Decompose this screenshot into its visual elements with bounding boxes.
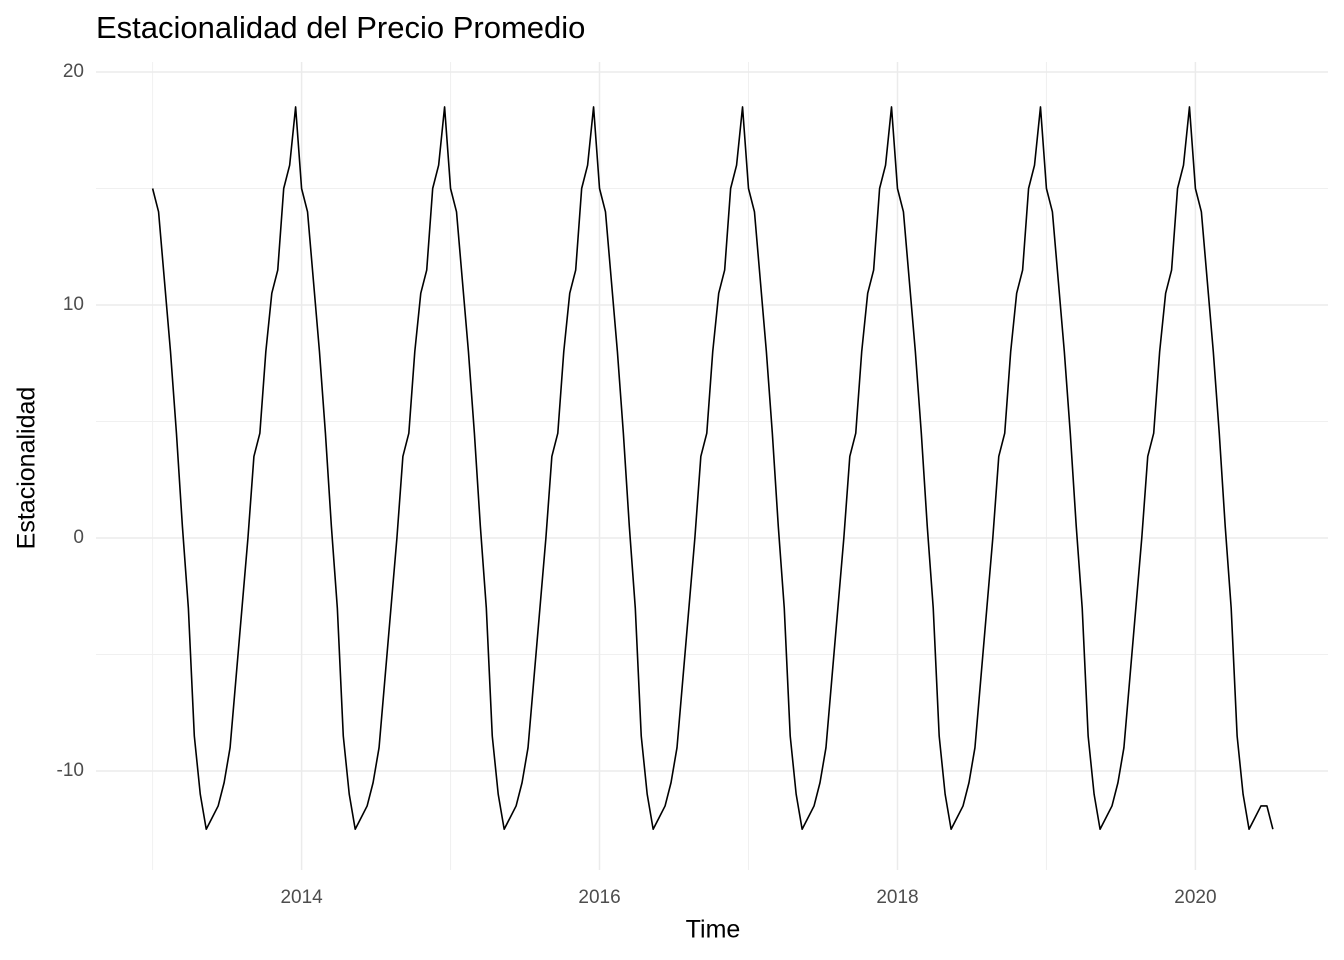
line-series (151, 106, 1274, 831)
x-tick-label: 2018 (876, 887, 918, 908)
y-tick-label: -10 (57, 760, 84, 781)
y-tick-label: 0 (73, 527, 84, 548)
x-tick-label: 2016 (578, 887, 620, 908)
x-tick-label: 2014 (280, 887, 323, 908)
y-tick-label: 20 (63, 61, 84, 82)
x-tick-label: 2020 (1174, 887, 1216, 908)
y-tick-label: 10 (63, 294, 84, 315)
chart-title: Estacionalidad del Precio Promedio (96, 10, 585, 45)
y-axis-label: Estacionalidad (13, 387, 41, 550)
x-axis-label: Time (686, 916, 741, 944)
